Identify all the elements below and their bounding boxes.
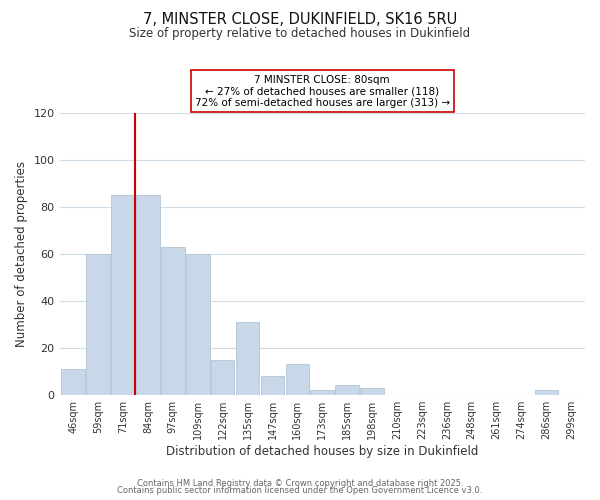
Bar [236,322,259,394]
Bar [161,247,185,394]
Text: 7 MINSTER CLOSE: 80sqm
← 27% of detached houses are smaller (118)
72% of semi-de: 7 MINSTER CLOSE: 80sqm ← 27% of detached… [195,74,450,108]
Text: 7, MINSTER CLOSE, DUKINFIELD, SK16 5RU: 7, MINSTER CLOSE, DUKINFIELD, SK16 5RU [143,12,457,28]
Bar [136,196,160,394]
Text: Size of property relative to detached houses in Dukinfield: Size of property relative to detached ho… [130,28,470,40]
Bar [286,364,309,394]
Bar [260,376,284,394]
Bar [61,369,85,394]
Bar [186,254,209,394]
Bar [310,390,334,394]
Bar [211,360,235,394]
Y-axis label: Number of detached properties: Number of detached properties [15,161,28,347]
Bar [86,254,110,394]
Bar [360,388,384,394]
Text: Contains HM Land Registry data © Crown copyright and database right 2025.: Contains HM Land Registry data © Crown c… [137,478,463,488]
Bar [535,390,558,394]
X-axis label: Distribution of detached houses by size in Dukinfield: Distribution of detached houses by size … [166,444,478,458]
Bar [111,196,135,394]
Text: Contains public sector information licensed under the Open Government Licence v3: Contains public sector information licen… [118,486,482,495]
Bar [335,386,359,394]
